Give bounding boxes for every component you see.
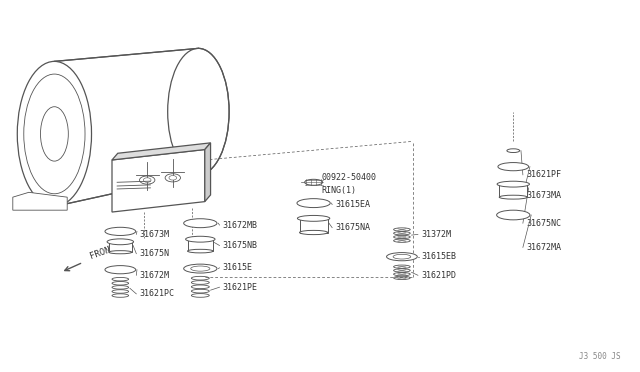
Ellipse shape — [305, 179, 323, 185]
Ellipse shape — [165, 174, 180, 182]
Polygon shape — [205, 143, 211, 202]
Ellipse shape — [168, 48, 229, 175]
Ellipse shape — [298, 215, 330, 221]
Ellipse shape — [107, 239, 134, 245]
Polygon shape — [112, 143, 211, 160]
Ellipse shape — [191, 266, 210, 271]
Text: 31672MB: 31672MB — [223, 221, 258, 230]
Text: 31672M: 31672M — [140, 271, 170, 280]
Ellipse shape — [169, 176, 177, 180]
Text: 31673M: 31673M — [140, 230, 170, 239]
Ellipse shape — [143, 178, 151, 182]
Text: 31673MA: 31673MA — [526, 191, 561, 200]
Ellipse shape — [105, 227, 136, 235]
Ellipse shape — [498, 163, 529, 171]
Text: 31672MA: 31672MA — [526, 243, 561, 252]
Ellipse shape — [40, 107, 68, 161]
Ellipse shape — [297, 199, 330, 208]
Text: 31621PD: 31621PD — [421, 271, 456, 280]
Text: RING(1): RING(1) — [321, 186, 356, 195]
Polygon shape — [13, 192, 67, 210]
Ellipse shape — [507, 149, 520, 153]
Polygon shape — [112, 150, 205, 212]
Ellipse shape — [186, 236, 215, 242]
Ellipse shape — [184, 264, 217, 273]
Text: 31372M: 31372M — [421, 230, 451, 239]
Text: 00922-50400: 00922-50400 — [321, 173, 376, 182]
Bar — [188, 239, 213, 251]
Text: 31675NA: 31675NA — [335, 223, 371, 232]
Text: 31621PF: 31621PF — [526, 170, 561, 179]
Text: 31675NB: 31675NB — [223, 241, 258, 250]
Text: 31675N: 31675N — [140, 249, 170, 258]
Polygon shape — [54, 48, 198, 206]
Bar — [300, 218, 328, 232]
Ellipse shape — [300, 230, 328, 235]
Ellipse shape — [188, 249, 213, 253]
Ellipse shape — [393, 254, 411, 259]
Ellipse shape — [387, 253, 417, 261]
Text: 31615E: 31615E — [223, 263, 253, 272]
Ellipse shape — [497, 210, 530, 220]
Ellipse shape — [499, 195, 527, 199]
Ellipse shape — [497, 181, 529, 187]
Ellipse shape — [105, 266, 136, 274]
Text: 31615EB: 31615EB — [421, 252, 456, 261]
Text: 31621PE: 31621PE — [223, 283, 258, 292]
Text: 31615EA: 31615EA — [335, 200, 371, 209]
Ellipse shape — [184, 219, 217, 228]
Ellipse shape — [17, 61, 92, 206]
Text: 31675NC: 31675NC — [526, 219, 561, 228]
Ellipse shape — [140, 176, 155, 184]
Ellipse shape — [109, 251, 132, 254]
Text: J3 500 JS: J3 500 JS — [579, 352, 621, 361]
Bar — [499, 184, 527, 197]
Text: 31621PC: 31621PC — [140, 289, 175, 298]
Bar — [109, 242, 132, 252]
Text: FRONT: FRONT — [88, 244, 116, 261]
